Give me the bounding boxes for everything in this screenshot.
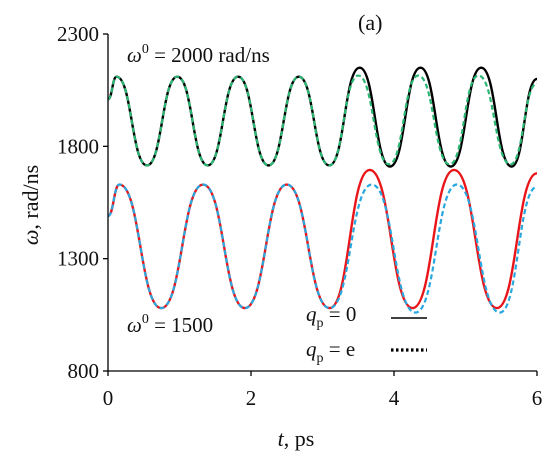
annotation-lower-text: = 1500 [149,313,213,337]
y-axis-title: ω, rad/ns [18,165,43,245]
panel-label: (a) [358,10,382,35]
annotation-lower-superscript: 0 [142,312,149,327]
series-line-3-dashed [107,183,538,314]
annotation-lower-curve: ω0 = 1500 [127,312,213,337]
legend-entry-solid-label: qp = 0 [306,302,356,331]
legend-solid-symbol: q [306,302,317,326]
y-tick-label: 800 [68,359,100,383]
annotation-lower-symbol: ω [127,313,142,337]
series-line-1-dashed [107,74,538,167]
annotation-upper-curve: ω0 = 2000 rad/ns [127,42,270,67]
annotation-upper-text: = 2000 rad/ns [149,43,270,67]
legend-entry-dotted-label: qp = e [306,337,355,366]
series-line-2-solid [107,168,538,310]
x-tick-label: 4 [389,386,400,410]
legend-dotted-subscript: p [317,351,324,366]
legend-solid-text: = 0 [324,302,357,326]
y-axis-symbol: ω [18,230,43,246]
y-tick-label: 2300 [57,22,99,46]
x-tick-label: 6 [532,386,543,410]
legend-solid-subscript: p [317,316,324,331]
y-tick-label: 1300 [57,247,99,271]
legend-dotted-symbol: q [306,337,317,361]
plot-area: 0 2 4 6 800 1300 1800 2300 [57,22,542,410]
x-tick-label: 0 [103,386,114,410]
legend: qp = 0 qp = e [306,302,427,366]
y-axis-unit: , rad/ns [18,165,43,230]
annotation-upper-superscript: 0 [142,42,149,57]
x-axis-symbol: t [278,426,285,451]
x-axis-title: t, ps [278,426,315,451]
x-axis-unit: , ps [284,426,315,451]
annotation-upper-symbol: ω [127,43,142,67]
legend-dotted-text: = e [324,337,356,361]
series-layer [107,66,538,314]
y-tick-label: 1800 [57,134,99,158]
x-tick-label: 2 [246,386,257,410]
tick-layer: 0 2 4 6 800 1300 1800 2300 [57,22,542,410]
